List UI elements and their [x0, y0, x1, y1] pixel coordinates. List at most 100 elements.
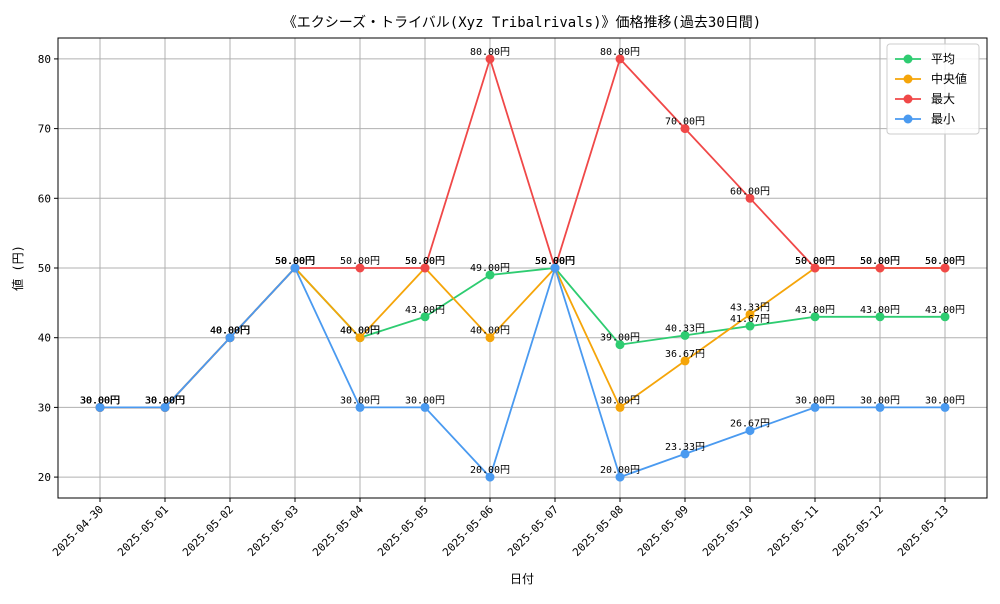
- data-label: 30.00円: [145, 395, 185, 406]
- x-tick-label: 2025-05-05: [375, 503, 431, 559]
- data-point: [680, 449, 690, 459]
- data-point: [485, 54, 495, 64]
- data-label: 40.00円: [340, 326, 380, 337]
- data-point: [355, 333, 365, 343]
- data-label: 70.00円: [665, 117, 705, 128]
- data-label: 20.00円: [600, 465, 640, 476]
- data-label: 50.00円: [535, 256, 575, 267]
- data-label: 30.00円: [145, 395, 185, 406]
- data-point: [160, 402, 170, 412]
- data-label: 40.00円: [210, 326, 250, 337]
- data-label: 60.00円: [730, 186, 770, 197]
- data-label: 43.00円: [860, 305, 900, 316]
- data-label: 50.00円: [795, 256, 835, 267]
- x-tick-label: 2025-05-07: [505, 503, 561, 559]
- data-label: 20.00円: [470, 465, 510, 476]
- data-label: 43.33円: [730, 302, 770, 313]
- data-label: 36.67円: [665, 349, 705, 360]
- data-label: 43.00円: [405, 305, 445, 316]
- data-label: 50.00円: [860, 256, 900, 267]
- data-point: [485, 472, 495, 482]
- chart-title: 《エクシーズ・トライバル(Xyz Tribalrivals)》価格推移(過去30…: [283, 15, 761, 31]
- data-label: 30.00円: [80, 395, 120, 406]
- y-axis-label: 値 (円): [10, 245, 25, 291]
- data-point: [745, 426, 755, 436]
- series-lines: [95, 54, 950, 482]
- legend-label: 平均: [931, 52, 955, 66]
- data-point: [615, 54, 625, 64]
- data-point: [420, 312, 430, 322]
- data-point: [615, 340, 625, 350]
- y-tick-label: 40: [38, 332, 51, 345]
- data-point: [875, 263, 885, 273]
- legend-marker: [903, 114, 913, 124]
- x-tick-label: 2025-05-13: [895, 503, 951, 559]
- data-point: [745, 321, 755, 331]
- data-point: [875, 312, 885, 322]
- data-label: 30.00円: [340, 395, 380, 406]
- x-tick-label: 2025-05-10: [700, 503, 756, 559]
- data-point: [940, 402, 950, 412]
- data-point: [940, 312, 950, 322]
- data-point: [680, 356, 690, 366]
- y-tick-label: 60: [38, 192, 51, 205]
- data-label: 30.00円: [145, 395, 185, 406]
- data-label: 43.00円: [795, 305, 835, 316]
- y-tick-label: 50: [38, 262, 51, 275]
- data-point: [485, 270, 495, 280]
- data-point: [225, 333, 235, 343]
- legend-label: 最小: [931, 112, 955, 126]
- data-point: [940, 263, 950, 273]
- x-tick-label: 2025-05-04: [310, 503, 366, 559]
- data-point: [875, 402, 885, 412]
- data-label: 80.00円: [470, 47, 510, 58]
- data-point: [680, 330, 690, 340]
- data-point: [420, 402, 430, 412]
- data-label: 50.00円: [275, 256, 315, 267]
- data-point: [355, 263, 365, 273]
- legend-marker: [903, 94, 913, 104]
- data-labels: 30.00円 30.00円 40.00円 50.00円 40.00円 43.00円 49.0…: [80, 47, 965, 476]
- data-label: 43.00円: [925, 305, 965, 316]
- series-line-3: [100, 55, 945, 409]
- data-label: 50.00円: [925, 256, 965, 267]
- data-label: 40.00円: [210, 326, 250, 337]
- data-label: 30.00円: [80, 395, 120, 406]
- data-label: 40.00円: [210, 326, 250, 337]
- data-label: 30.00円: [600, 395, 640, 406]
- data-label: 80.00円: [600, 47, 640, 58]
- data-label: 30.00円: [80, 395, 120, 406]
- series-line-4: [100, 264, 945, 479]
- legend-marker: [903, 54, 913, 64]
- data-point: [355, 402, 365, 412]
- data-point: [550, 263, 560, 273]
- data-label: 50.00円: [405, 256, 445, 267]
- data-point: [810, 402, 820, 412]
- x-tick-label: 2025-05-08: [570, 503, 626, 559]
- data-label: 50.00円: [340, 256, 380, 267]
- legend-box: [886, 43, 980, 135]
- data-label: 50.00円: [860, 256, 900, 267]
- x-tick-label: 2025-05-09: [635, 503, 691, 559]
- legend-label: 最大: [931, 92, 955, 106]
- data-point: [745, 193, 755, 203]
- data-point: [810, 263, 820, 273]
- data-label: 50.00円: [535, 256, 575, 267]
- x-tick-label: 2025-05-11: [765, 503, 821, 559]
- data-label: 50.00円: [535, 256, 575, 267]
- data-point: [420, 263, 430, 273]
- legend-marker: [903, 74, 913, 84]
- data-label: 26.67円: [730, 419, 770, 430]
- data-label: 30.00円: [405, 395, 445, 406]
- data-label: 50.00円: [275, 256, 315, 267]
- x-axis-label: 日付: [510, 572, 534, 586]
- data-point: [810, 312, 820, 322]
- data-point: [485, 333, 495, 343]
- data-label: 41.67円: [730, 314, 770, 325]
- data-label: 50.00円: [925, 256, 965, 267]
- data-label: 30.00円: [145, 395, 185, 406]
